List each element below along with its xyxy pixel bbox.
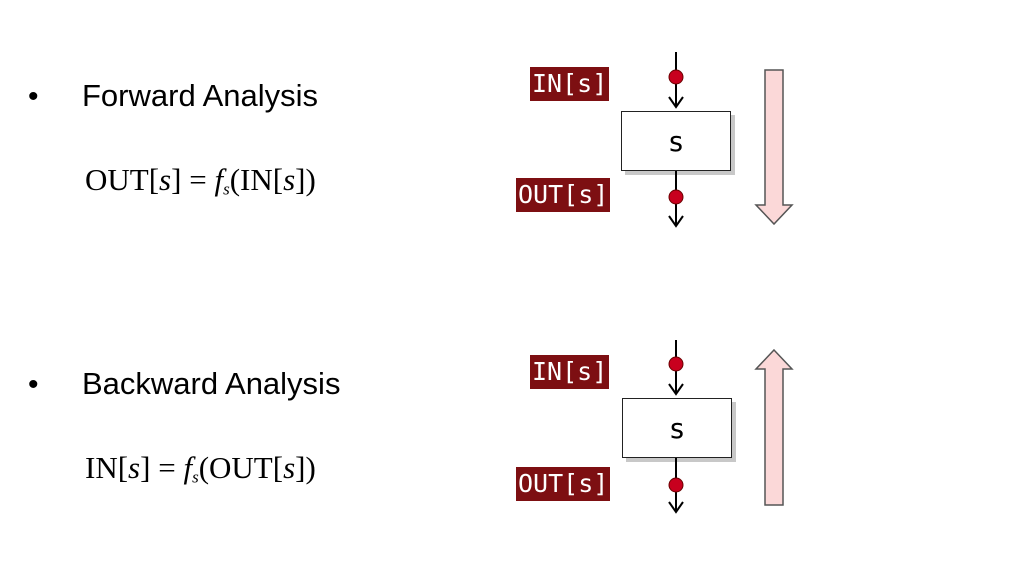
forward-out-label: OUT[s] (516, 178, 611, 212)
forward-in-dot (668, 69, 684, 85)
forward-formula-arg-close: ]) (295, 162, 316, 197)
forward-formula-fn-sub: s (223, 179, 230, 199)
backward-bullet: • (28, 368, 39, 401)
forward-flow-arrow (754, 69, 794, 226)
backward-heading: Backward Analysis (82, 366, 341, 401)
backward-formula-lhs: IN[ (85, 450, 129, 485)
backward-formula-eq: = (150, 450, 184, 485)
forward-out-dot (668, 189, 684, 205)
forward-formula-fn: f (214, 162, 224, 197)
backward-out-label: OUT[s] (516, 467, 611, 501)
backward-out-dot (668, 477, 684, 493)
forward-in-arrowhead (668, 96, 684, 109)
backward-formula-fn-sub: s (192, 467, 199, 487)
forward-bullet: • (28, 80, 39, 113)
forward-formula: OUT[s] = fs(IN[s]) (85, 162, 316, 199)
forward-formula-eq: = (181, 162, 215, 197)
backward-node-box: s (622, 398, 732, 458)
forward-node-box: s (621, 111, 731, 171)
backward-formula-arg-close: ]) (295, 450, 316, 485)
forward-formula-lhs-var: s (159, 162, 172, 197)
backward-formula-fn: f (183, 450, 193, 485)
backward-in-label: IN[s] (530, 355, 610, 389)
backward-out-arrowhead (668, 501, 684, 514)
backward-formula-arg-var: s (283, 450, 296, 485)
backward-formula-lhs-var: s (128, 450, 141, 485)
backward-formula: IN[s] = fs(OUT[s]) (85, 450, 316, 487)
forward-heading: Forward Analysis (82, 78, 319, 113)
backward-formula-lhs-end: ] (140, 450, 151, 485)
forward-formula-arg-open: (IN[ (229, 162, 284, 197)
backward-in-arrowhead (668, 383, 684, 396)
forward-formula-arg-var: s (283, 162, 296, 197)
forward-in-label: IN[s] (530, 67, 610, 101)
backward-flow-arrow (754, 348, 794, 506)
forward-out-arrowhead (668, 215, 684, 228)
backward-formula-arg-open: (OUT[ (198, 450, 284, 485)
forward-formula-lhs-end: ] (171, 162, 182, 197)
backward-in-dot (668, 356, 684, 372)
forward-formula-lhs: OUT[ (85, 162, 160, 197)
